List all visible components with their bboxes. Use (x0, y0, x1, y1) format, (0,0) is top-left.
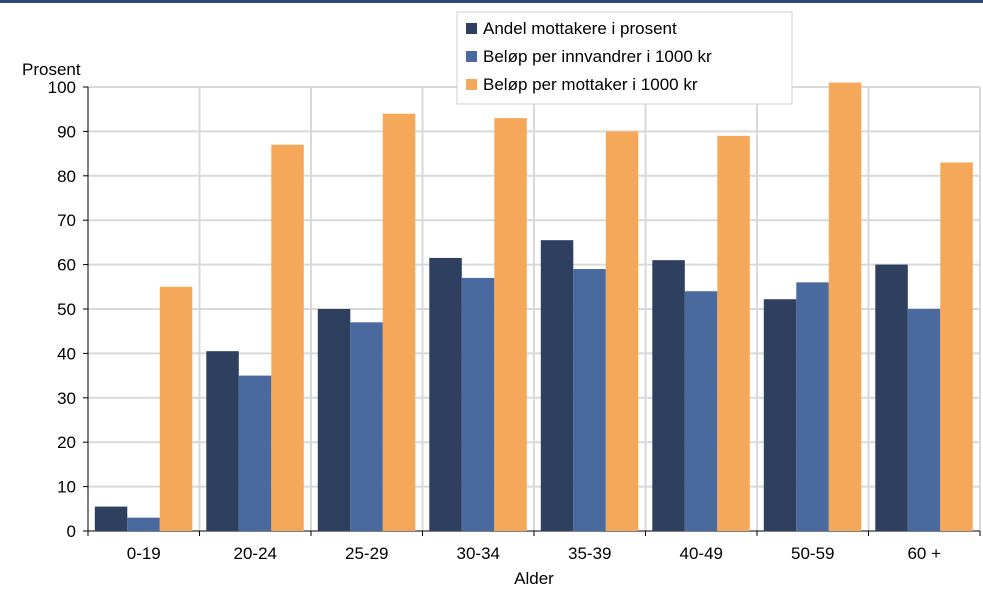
x-tick-label: 20-24 (234, 544, 277, 563)
legend-label: Beløp per innvandrer i 1000 kr (483, 47, 712, 66)
bar-3-50-59 (828, 82, 862, 531)
bar-3-25-29 (382, 113, 416, 531)
x-axis-label: Alder (514, 569, 554, 588)
bar-2-25-29 (350, 322, 383, 531)
y-tick-label: 0 (67, 522, 76, 541)
y-tick-label: 60 (57, 256, 76, 275)
bars (94, 82, 973, 532)
y-tick-label: 90 (57, 122, 76, 141)
y-tick-label: 50 (57, 300, 76, 319)
bar-3-35-39 (605, 131, 639, 531)
bar-3-60+ (940, 162, 973, 532)
top-rule (0, 0, 983, 3)
x-tick-label: 25-29 (345, 544, 388, 563)
legend-label: Beløp per mottaker i 1000 kr (483, 75, 698, 94)
legend-swatch (466, 79, 477, 90)
bar-2-60+ (907, 309, 941, 531)
bar-2-40-49 (684, 291, 718, 531)
bar-2-0-19 (127, 517, 160, 531)
bar-2-50-59 (796, 282, 829, 531)
x-axis-ticks: 0-19 20-24 25-29 30-34 35-39 40-49 50-59 60 + (87, 531, 981, 563)
y-axis-ticks: 0 10 20 30 40 50 60 70 80 90 100 (48, 78, 88, 541)
y-tick-label: 20 (57, 433, 76, 452)
y-tick-label: 80 (57, 167, 76, 186)
legend: Andel mottakere i prosent Beløp per innva… (456, 11, 793, 105)
bar-1-35-39 (540, 240, 574, 531)
bar-3-30-34 (494, 118, 527, 531)
bar-3-0-19 (159, 286, 193, 531)
x-tick-label: 40-49 (680, 544, 723, 563)
y-tick-label: 30 (57, 389, 76, 408)
x-tick-label: 30-34 (457, 544, 500, 563)
legend-swatch (466, 51, 477, 62)
bar-2-20-24 (238, 375, 272, 531)
bar-3-20-24 (271, 144, 304, 531)
bar-3-40-49 (717, 135, 750, 531)
y-tick-label: 10 (57, 478, 76, 497)
y-tick-label: 40 (57, 344, 76, 363)
bar-1-0-19 (94, 506, 128, 531)
bar-1-40-49 (652, 260, 685, 531)
x-tick-label: 0-19 (127, 544, 161, 563)
x-tick-label: 35-39 (568, 544, 611, 563)
bar-2-30-34 (461, 277, 495, 531)
bar-1-50-59 (763, 299, 797, 531)
bar-1-30-34 (429, 257, 462, 531)
legend-swatch (466, 23, 477, 34)
legend-label: Andel mottakere i prosent (483, 19, 677, 38)
y-axis-label: Prosent (22, 60, 81, 79)
bar-1-25-29 (317, 309, 351, 531)
x-tick-label: 60 + (907, 544, 941, 563)
y-tick-label: 70 (57, 211, 76, 230)
bar-1-60+ (875, 264, 908, 531)
bar-2-35-39 (573, 269, 606, 531)
bar-1-20-24 (206, 351, 239, 531)
x-tick-label: 50-59 (791, 544, 834, 563)
y-tick-label: 100 (48, 78, 76, 97)
legend-box (456, 11, 793, 105)
